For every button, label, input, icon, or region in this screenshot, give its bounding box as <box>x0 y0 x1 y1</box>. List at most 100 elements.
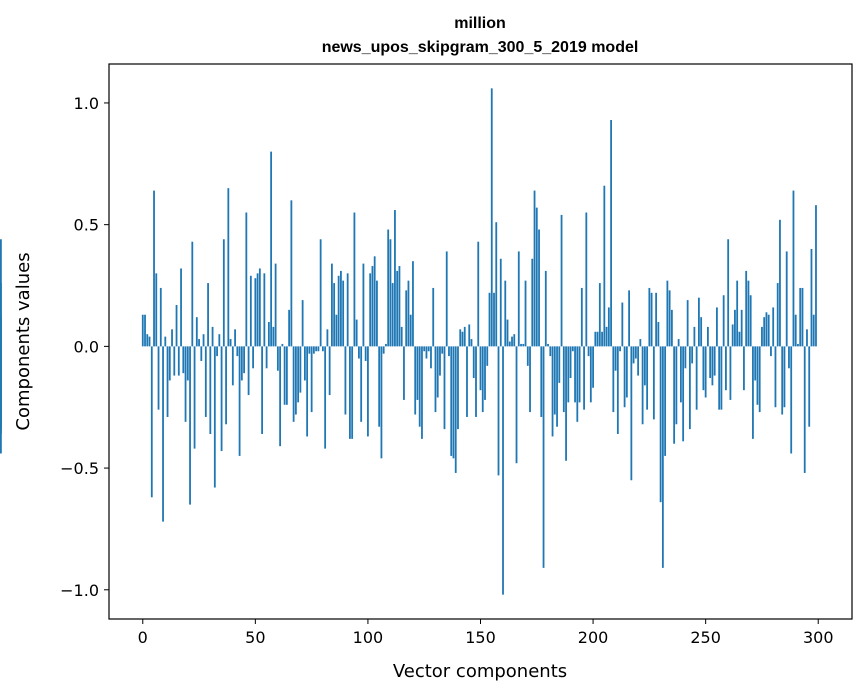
bar-component-230 <box>659 346 662 503</box>
bar-component-252 <box>709 346 712 379</box>
bar-component-285 <box>783 346 786 408</box>
bar-component-211 <box>616 346 619 434</box>
bar-component-218 <box>632 346 635 364</box>
bar-component-21 <box>189 346 191 505</box>
bar-component-91 <box>346 273 349 347</box>
bar-component-160 <box>502 346 504 595</box>
bar-component-93 <box>351 346 354 439</box>
bar-component-82 <box>326 329 329 347</box>
bar-component-197 <box>585 212 588 347</box>
bar-component-196 <box>583 346 585 410</box>
bar-component-100 <box>367 346 369 437</box>
bar-component-165 <box>513 334 516 347</box>
bar-component-77 <box>315 346 318 352</box>
bar-component-239 <box>679 346 682 403</box>
bar-component-135 <box>445 251 448 347</box>
bar-component-177 <box>540 346 543 417</box>
bar-component-102 <box>371 266 374 347</box>
bar-component-57 <box>270 151 273 347</box>
bar-component-120 <box>412 261 414 347</box>
bar-component-167 <box>517 251 520 347</box>
bar-component-84 <box>331 263 333 347</box>
bar-component-106 <box>380 346 383 459</box>
bar-component-23 <box>193 346 196 449</box>
axis-ticks-group: 0 50 100 150 200 250 300 −1.0 −0.5 0.0 0.5 1.0 <box>60 94 833 647</box>
bar-component-105 <box>378 346 381 427</box>
bar-component-284 <box>781 346 784 415</box>
bar-component-263 <box>734 309 736 347</box>
bar-component-49 <box>252 346 254 369</box>
bar-component-undefined <box>0 346 2 434</box>
chart-title: million <box>454 15 506 32</box>
bar-component-226 <box>650 292 653 347</box>
bar-component-232 <box>664 346 667 456</box>
bar-component-136 <box>448 346 450 357</box>
bar-component-36 <box>222 239 225 347</box>
bar-component-217 <box>630 346 633 481</box>
bar-component-45 <box>243 346 245 374</box>
bar-component-56 <box>267 322 270 347</box>
bar-component-172 <box>529 346 531 413</box>
bar-component-251 <box>707 326 709 347</box>
bar-component-194 <box>578 346 581 403</box>
bar-component-271 <box>752 346 754 439</box>
bar-component-235 <box>670 309 673 347</box>
bar-component-297 <box>810 249 813 347</box>
bar-component-299 <box>815 205 817 347</box>
bar-component-220 <box>637 346 640 376</box>
bar-component-72 <box>303 346 306 381</box>
bar-component-55 <box>265 346 268 369</box>
bar-component-293 <box>801 287 804 347</box>
bar-component-184 <box>556 346 558 427</box>
bar-component-148 <box>475 346 477 417</box>
bar-component-204 <box>601 331 603 347</box>
bar-component-266 <box>740 309 743 347</box>
bar-component-209 <box>612 346 615 413</box>
bar-component-290 <box>794 314 797 347</box>
bar-component-35 <box>220 346 223 452</box>
bar-component-90 <box>344 346 347 415</box>
bar-component-243 <box>688 346 691 430</box>
bar-component-44 <box>240 346 243 381</box>
bar-component-164 <box>511 336 513 347</box>
bar-component-214 <box>623 346 626 408</box>
bar-component-231 <box>661 346 664 568</box>
bar-component-205 <box>603 185 606 347</box>
bar-component-6 <box>155 273 158 347</box>
x-tick-label: 250 <box>690 628 721 647</box>
bar-component-22 <box>191 241 194 347</box>
bar-component-233 <box>666 280 669 347</box>
bar-component-25 <box>198 339 200 347</box>
bar-component-8 <box>159 287 162 347</box>
bar-component-185 <box>558 346 561 383</box>
bar-component-179 <box>544 270 547 347</box>
bar-component-147 <box>472 346 475 379</box>
bar-component-1 <box>144 314 146 347</box>
bar-component-12 <box>168 346 171 381</box>
bar-component-117 <box>405 290 408 347</box>
y-tick-label: 0.5 <box>74 216 99 235</box>
bar-component-269 <box>747 280 750 347</box>
bar-component-277 <box>765 312 768 347</box>
bar-component-124 <box>421 346 423 439</box>
bar-component-244 <box>691 346 694 364</box>
bar-component-229 <box>657 322 660 347</box>
bar-component-237 <box>675 346 678 425</box>
bar-component-173 <box>531 258 534 347</box>
bar-component-250 <box>704 346 707 398</box>
bar-component-288 <box>790 346 793 454</box>
bar-component-152 <box>484 346 486 400</box>
bar-component-273 <box>756 346 759 405</box>
bar-component-169 <box>522 343 525 347</box>
bar-component-130 <box>434 346 437 413</box>
bar-component-4 <box>150 346 153 498</box>
bar-component-76 <box>312 346 315 354</box>
bar-component-144 <box>466 346 468 417</box>
bar-component-265 <box>738 331 741 347</box>
bar-component-163 <box>508 341 511 347</box>
bar-component-67 <box>292 346 295 422</box>
bar-component-198 <box>587 346 590 357</box>
bar-component-19 <box>184 346 187 422</box>
bar-component-33 <box>216 346 218 357</box>
bar-component-287 <box>788 346 790 369</box>
